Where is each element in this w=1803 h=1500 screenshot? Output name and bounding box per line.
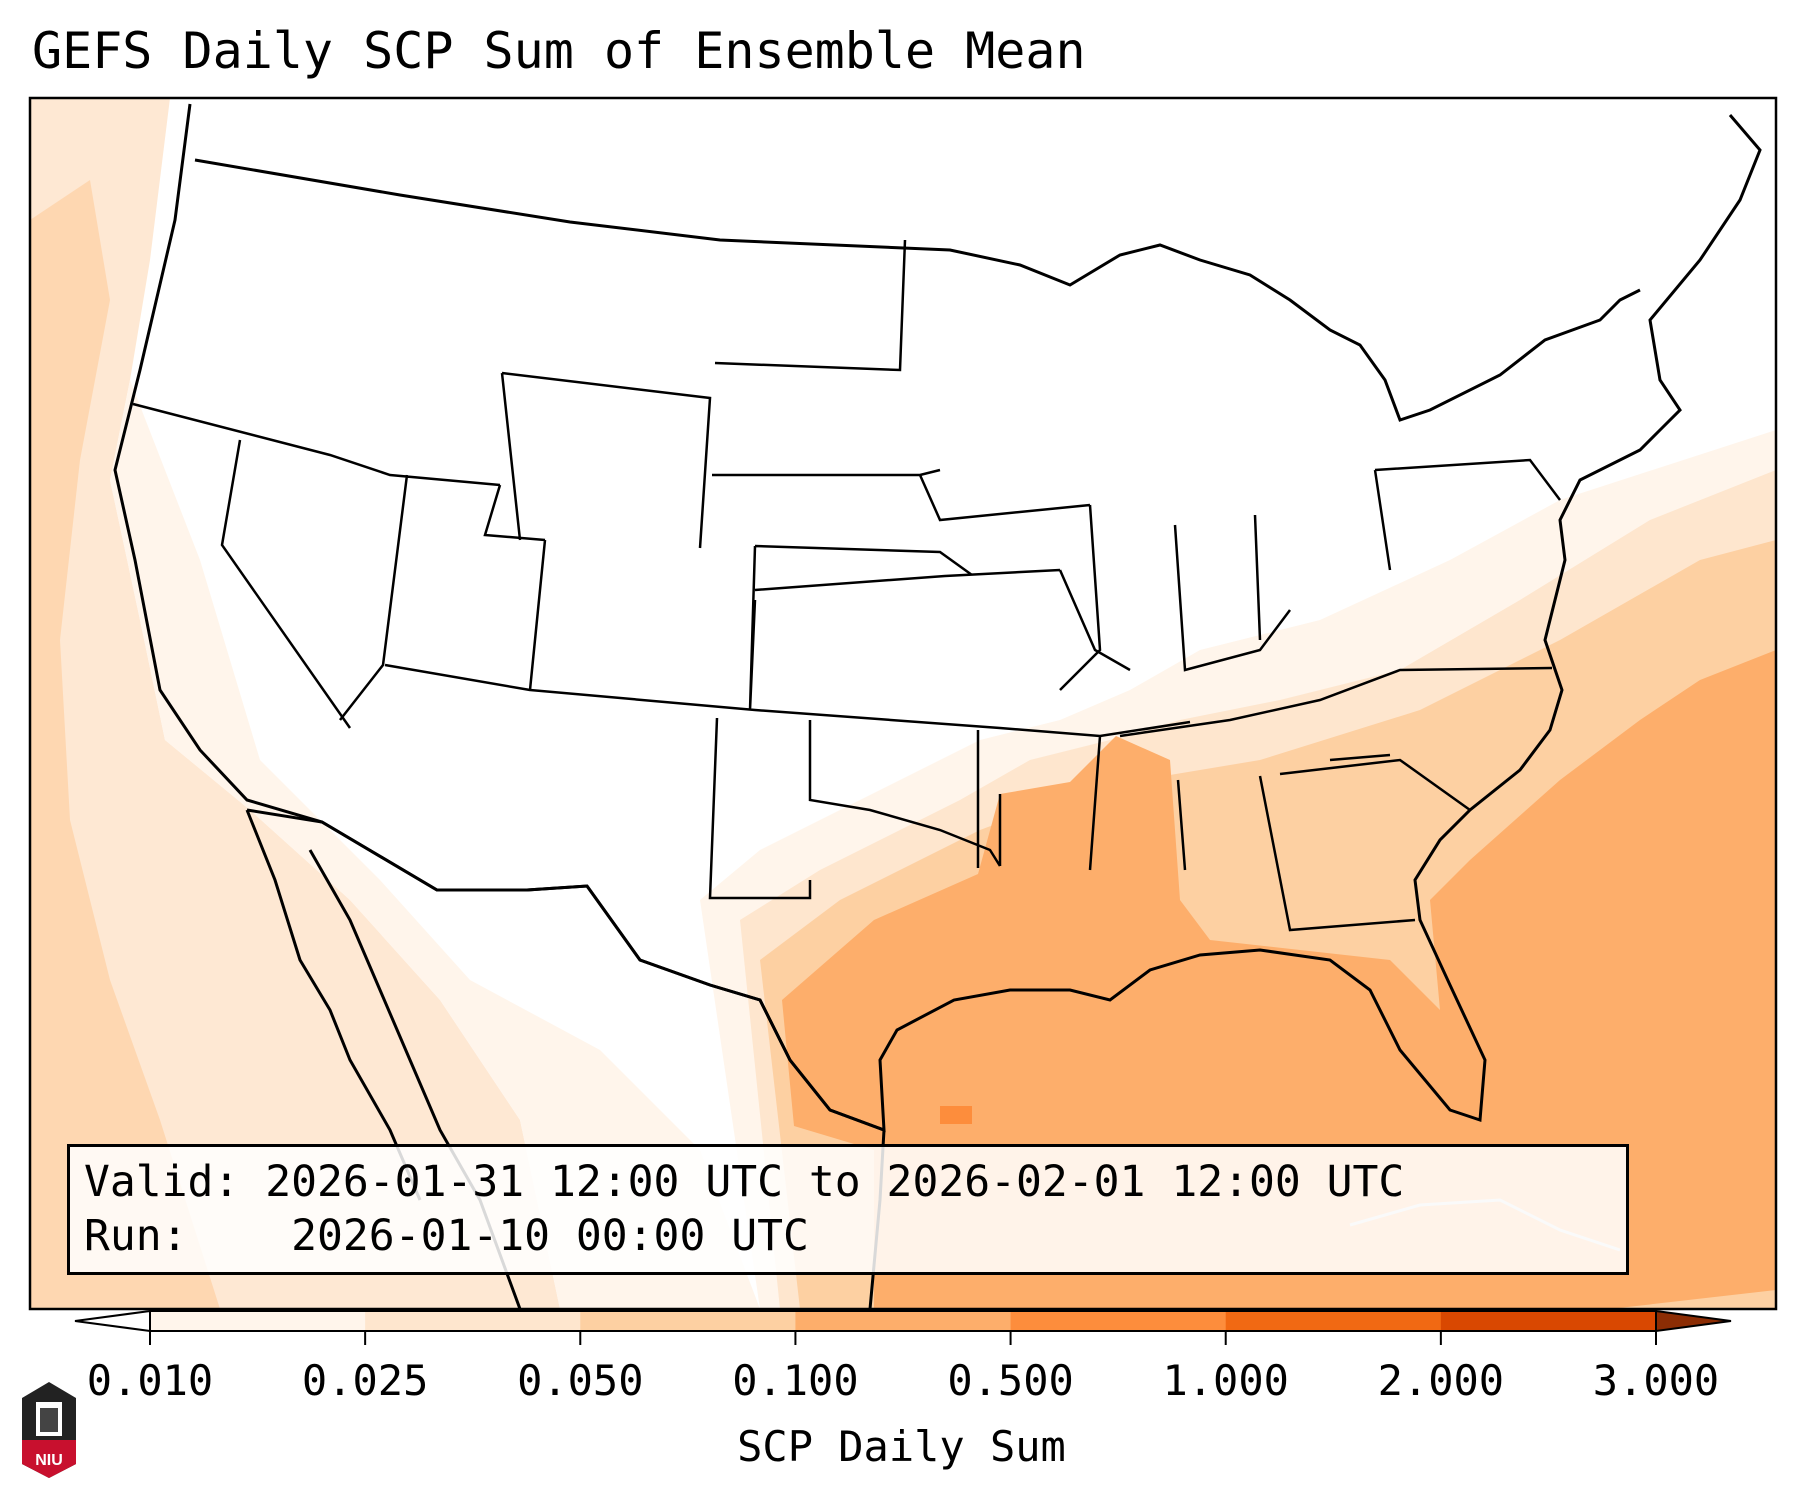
svg-text:NIU: NIU [35,1452,63,1469]
state-lines [132,239,1561,932]
colorbar-tick-label: 0.010 [86,1356,214,1405]
colorbar-label: SCP Daily Sum [737,1422,1066,1471]
run-label: Run: [84,1211,188,1261]
coastlines-and-borders [113,103,1762,1309]
colorbar-tick-label: 0.025 [301,1356,429,1405]
colorbar-tick-label: 2.000 [1377,1356,1505,1405]
colorbar-tick-label: 1.000 [1162,1356,1289,1405]
colorbar-tick-label: 0.100 [732,1356,859,1405]
shading-west-light [30,98,560,1309]
valid-text: 2026-01-31 12:00 UTC to 2026-02-01 12:00… [265,1157,1405,1207]
valid-line: Valid: 2026-01-31 12:00 UTC to 2026-02-0… [84,1157,1404,1207]
colorbar-tick-label: 0.050 [517,1356,644,1405]
map-title: GEFS Daily SCP Sum of Ensemble Mean [32,22,1086,80]
colorbar-tick-label: 0.500 [947,1356,1074,1405]
valid-run-legend: Valid: 2026-01-31 12:00 UTC to 2026-02-0… [67,1144,1629,1275]
valid-label: Valid: [84,1157,240,1207]
colorbar-tick-label: 3.000 [1592,1356,1720,1405]
niu-logo: NIU [22,1382,76,1478]
canada-border [194,158,1641,422]
run-text: 2026-01-10 00:00 UTC [291,1211,809,1261]
shading-west-lightest [110,380,760,1309]
run-line: Run: 2026-01-10 00:00 UTC [84,1211,809,1261]
shading-spot-orange [940,1106,972,1124]
mexico-border [246,808,885,1132]
map-frame [28,96,1778,1311]
shading-west-offshore [30,180,220,1309]
